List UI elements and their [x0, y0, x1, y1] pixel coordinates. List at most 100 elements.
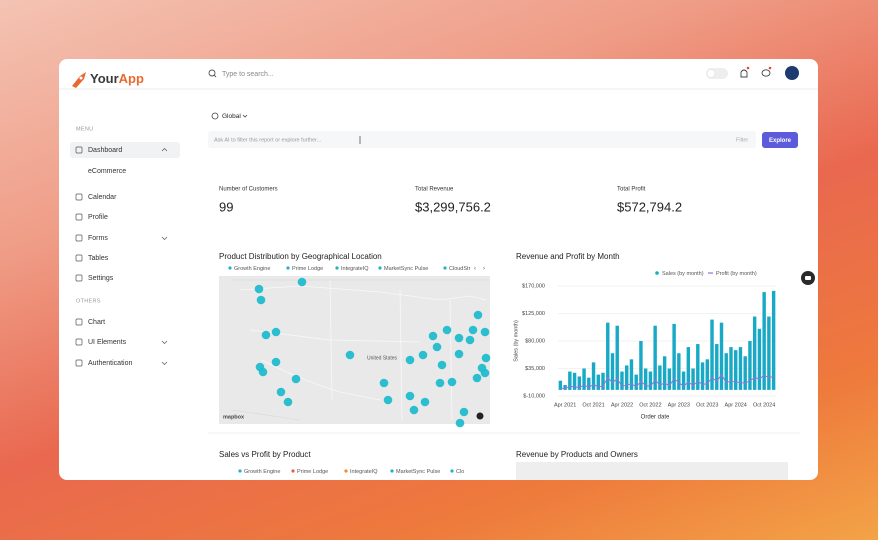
nav-item[interactable]: Profile [88, 214, 108, 221]
bar [629, 359, 634, 390]
map-marker[interactable] [468, 325, 478, 335]
map-marker[interactable] [432, 342, 442, 352]
map-marker[interactable] [383, 395, 393, 405]
map-marker[interactable] [254, 284, 264, 294]
x-tick-label: Apr 2021 [554, 402, 576, 408]
map-marker[interactable] [297, 277, 307, 287]
nav-item[interactable]: Authentication [88, 360, 132, 367]
map-marker[interactable] [480, 368, 490, 378]
notification-icon[interactable] [740, 69, 748, 78]
bar [752, 316, 757, 390]
legend-label[interactable]: MarketSync Pulse [384, 266, 428, 272]
scope-selector[interactable]: Global [222, 113, 241, 120]
messages-badge [768, 66, 772, 70]
logo-prefix: Your [90, 71, 119, 86]
ask-input[interactable]: Ask AI to filter this report or explore … [214, 137, 322, 143]
legend-next[interactable]: › [483, 266, 485, 272]
map-marker[interactable] [291, 374, 301, 384]
map-info-button[interactable] [476, 412, 484, 420]
bar [639, 341, 643, 390]
map-marker[interactable] [271, 357, 281, 367]
nav-item[interactable]: Forms [88, 235, 108, 242]
bar [677, 353, 681, 390]
map-marker[interactable] [283, 397, 293, 407]
legend-swatch [390, 469, 394, 473]
bar [591, 362, 596, 390]
profit-line [560, 373, 774, 390]
bar [658, 365, 662, 390]
chart-title: Revenue and Profit by Month [516, 252, 620, 261]
map-legend: Growth Engine Prime Lodge IntegrateIQ Marke… [228, 266, 471, 272]
ask-bar[interactable] [208, 131, 756, 148]
map-marker[interactable] [258, 367, 268, 377]
nav-item[interactable]: Dashboard [88, 147, 122, 154]
nav-item[interactable]: UI Elements [88, 339, 127, 346]
user-avatar[interactable] [785, 66, 799, 80]
legend-swatch [238, 469, 242, 473]
nav-caret [161, 236, 168, 240]
map-marker[interactable] [480, 327, 490, 337]
explore-button[interactable] [762, 132, 798, 148]
map-marker[interactable] [472, 373, 482, 383]
legend-label[interactable]: CloudStr [449, 266, 471, 272]
map-marker[interactable] [345, 350, 355, 360]
logo[interactable]: YourApp [72, 71, 144, 88]
nav-item[interactable]: Settings [88, 275, 114, 282]
legend-label[interactable]: IntegrateIQ [341, 266, 369, 272]
map-marker[interactable] [261, 330, 271, 340]
bar [558, 380, 563, 390]
nav-item[interactable]: eCommerce [88, 168, 126, 175]
legend-label[interactable]: Growth Engine [244, 469, 280, 475]
legend-label[interactable]: Prime Lodge [297, 469, 328, 475]
nav-icon [75, 338, 83, 346]
legend-swatch [378, 266, 382, 270]
map-marker[interactable] [409, 405, 419, 415]
legend-label[interactable]: Clo [456, 469, 464, 475]
kpi-value: $3,299,756.2 [415, 199, 491, 214]
map-marker[interactable] [405, 355, 415, 365]
bar [691, 368, 695, 390]
map-marker[interactable] [420, 397, 430, 407]
nav-active-bg [70, 142, 180, 158]
map-marker[interactable] [256, 295, 266, 305]
map-marker[interactable] [405, 391, 415, 401]
map-marker[interactable] [428, 331, 438, 341]
explore-label: Explore [769, 138, 792, 144]
map-marker[interactable] [435, 378, 445, 388]
map-attribution: mapbox [223, 414, 245, 420]
map-marker[interactable] [473, 310, 483, 320]
map-marker[interactable] [481, 353, 491, 363]
map-marker[interactable] [455, 418, 465, 428]
map-marker[interactable] [379, 378, 389, 388]
map-marker[interactable] [465, 335, 475, 345]
legend-label[interactable]: MarketSync Pulse [396, 469, 440, 475]
search-input[interactable]: Type to search... [222, 71, 274, 78]
map-marker[interactable] [459, 407, 469, 417]
nav-item[interactable]: Calendar [88, 194, 117, 201]
map-marker[interactable] [437, 360, 447, 370]
legend-label[interactable]: Profit (by month) [716, 271, 757, 277]
globe-icon [211, 112, 219, 120]
bar [601, 372, 605, 390]
legend-prev[interactable]: ‹ [474, 266, 476, 272]
map-marker[interactable] [276, 387, 286, 397]
y-tick-label: $-10,000 [523, 393, 545, 399]
notification-badge [746, 66, 750, 70]
map-marker[interactable] [454, 349, 464, 359]
legend-label[interactable]: Growth Engine [234, 266, 270, 272]
filter-button[interactable]: Filter [736, 137, 748, 143]
map-marker[interactable] [442, 325, 452, 335]
legend-label[interactable]: IntegrateIQ [350, 469, 378, 475]
panel-placeholder [516, 462, 788, 480]
map-marker[interactable] [418, 350, 428, 360]
legend-label[interactable]: Sales (by month) [662, 271, 704, 277]
map-marker[interactable] [271, 327, 281, 337]
messages-icon[interactable] [761, 69, 771, 77]
bar [572, 372, 577, 390]
nav-item[interactable]: Chart [88, 319, 105, 326]
x-tick-label: Apr 2023 [668, 402, 690, 408]
legend-label[interactable]: Prime Lodge [292, 266, 323, 272]
map-marker[interactable] [447, 377, 457, 387]
nav-item[interactable]: Tables [88, 255, 109, 262]
map-marker[interactable] [454, 333, 464, 343]
